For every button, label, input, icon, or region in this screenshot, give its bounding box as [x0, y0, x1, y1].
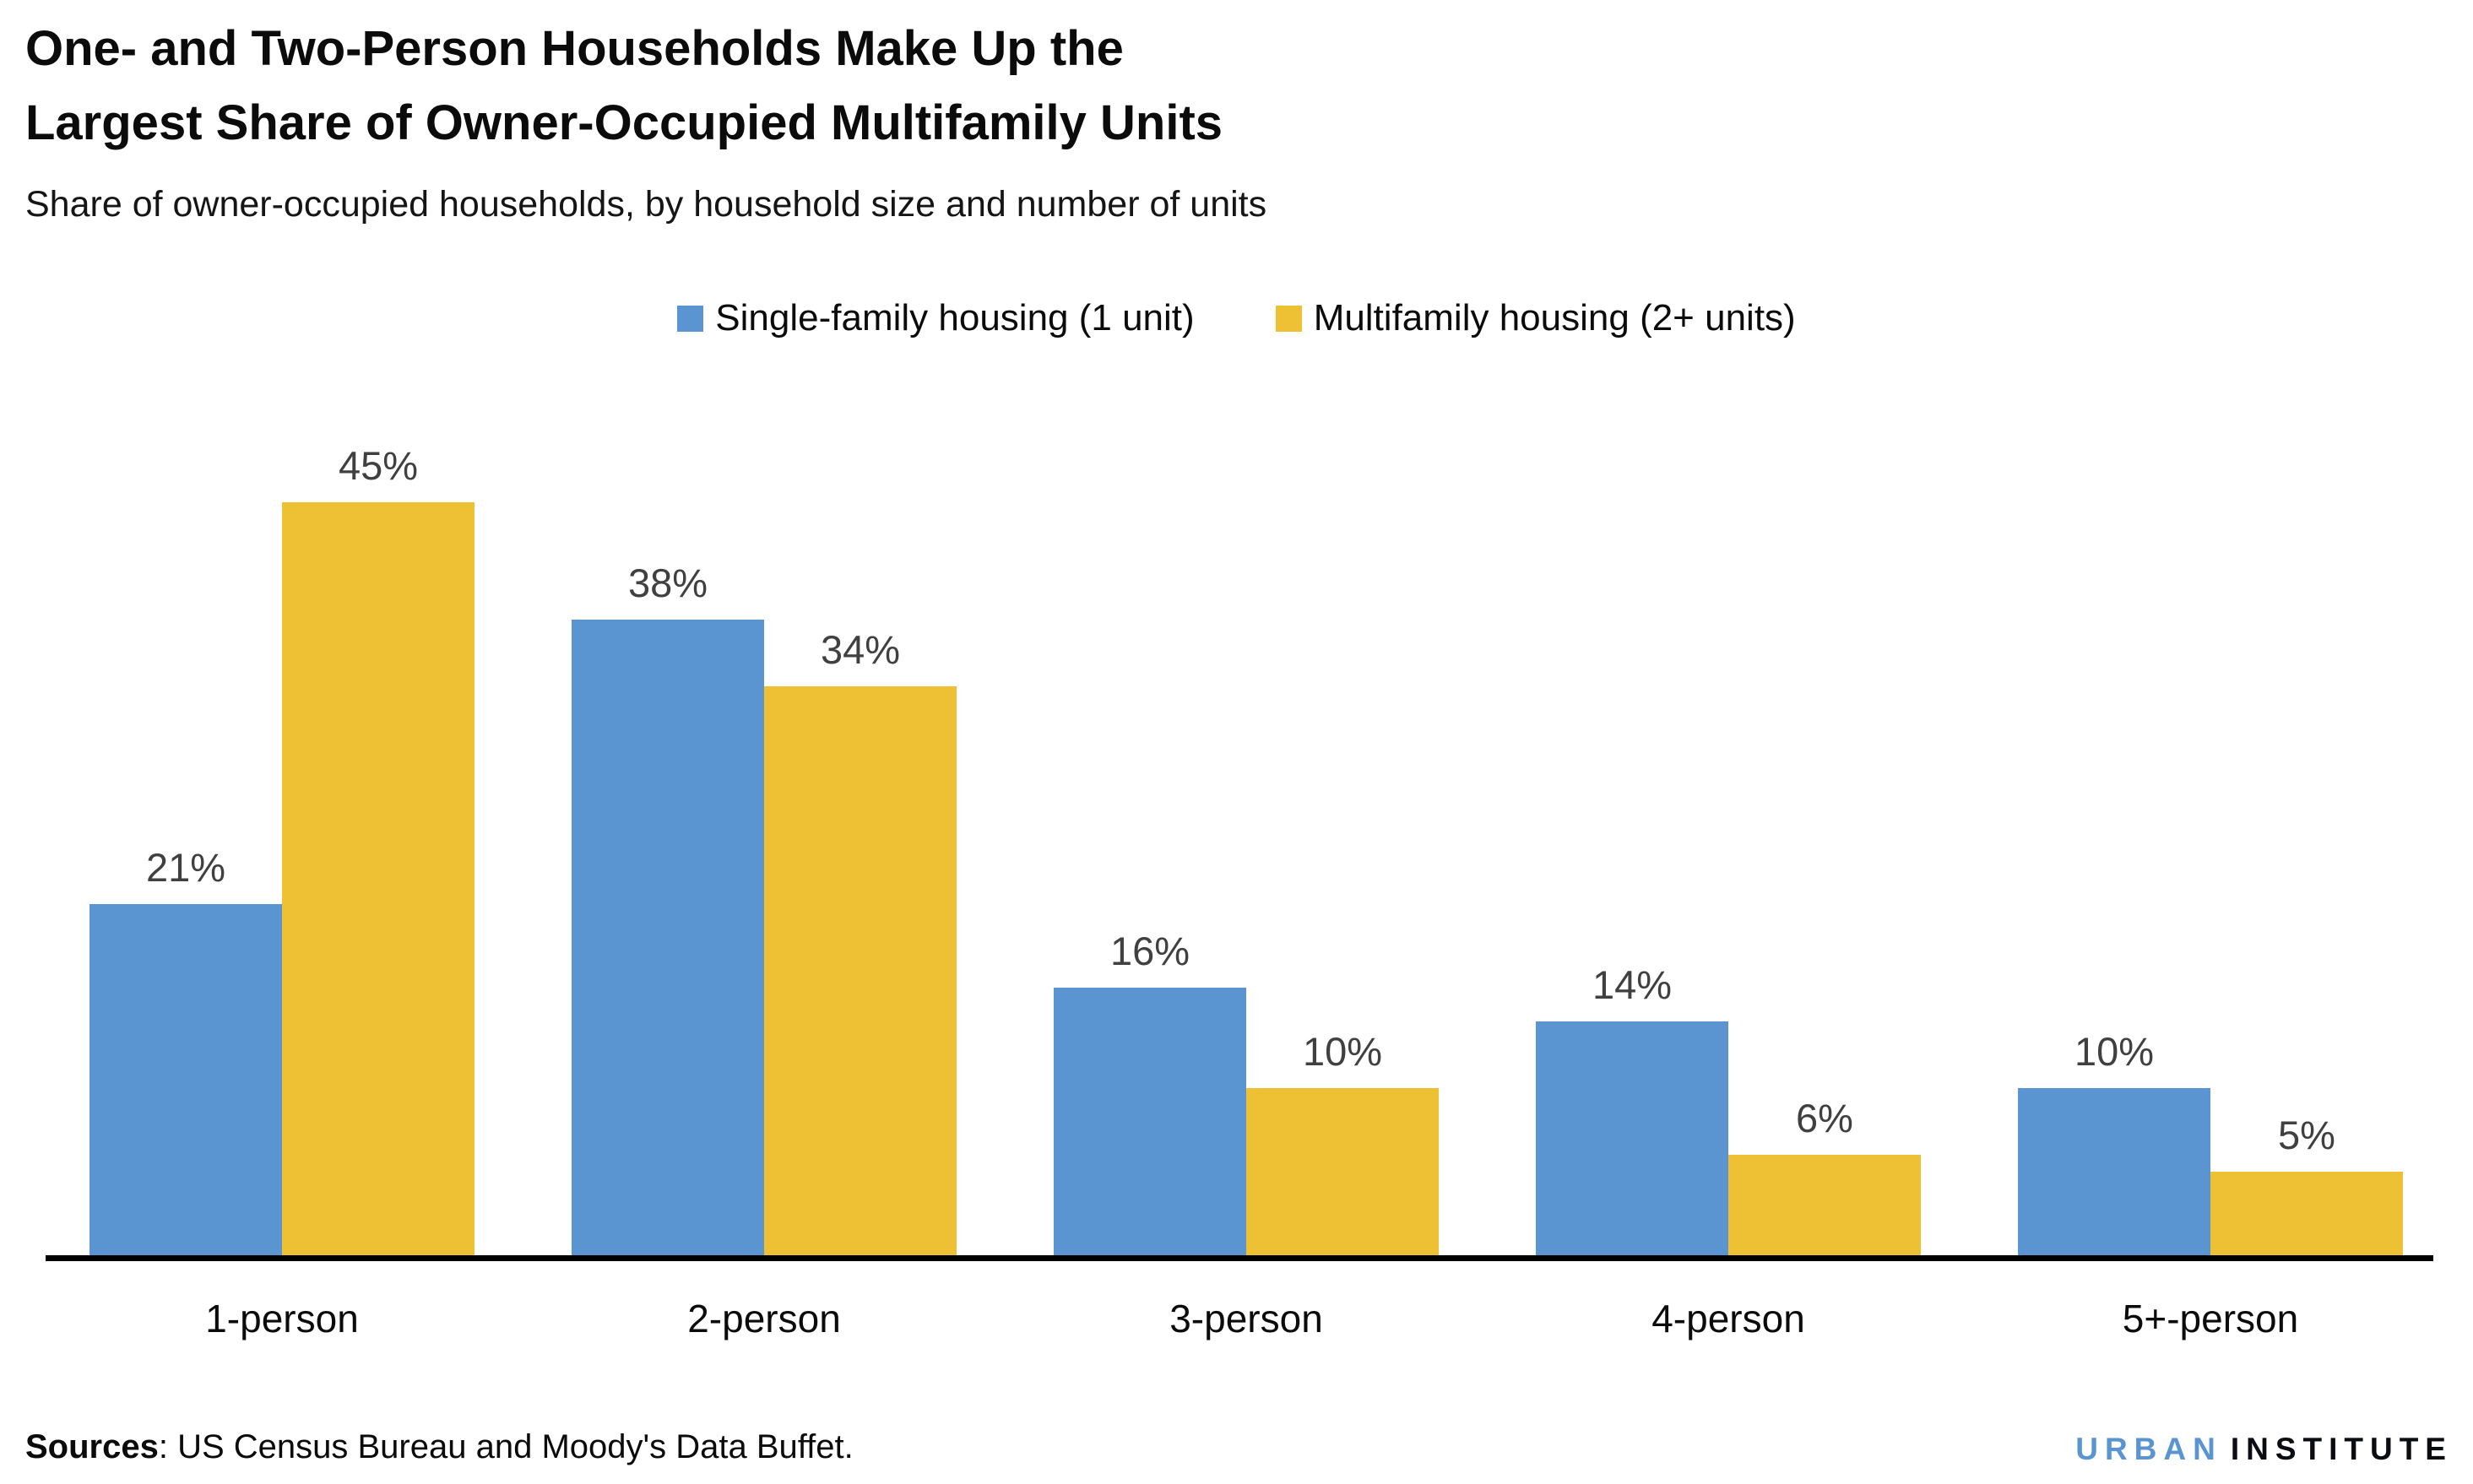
bar [2018, 1087, 2210, 1255]
legend-swatch-yellow-icon [1275, 305, 1302, 332]
bar-slot: 34% [764, 403, 957, 1255]
bar-slot: 10% [1246, 403, 1439, 1255]
bar-value-label: 21% [145, 844, 226, 890]
logo-word-urban: URBAN [2075, 1432, 2222, 1466]
sources-label: Sources [25, 1428, 159, 1465]
urban-institute-logo: URBAN INSTITUTE [2075, 1432, 2453, 1467]
chart-title-line1: One- and Two-Person Households Make Up t… [25, 21, 1124, 76]
chart-title-line2: Largest Share of Owner-Occupied Multifam… [25, 95, 1223, 150]
category-label: 5+-person [2122, 1297, 2299, 1340]
chart-title: One- and Two-Person Households Make Up t… [25, 12, 1223, 160]
category-label: 4-person [1651, 1297, 1805, 1340]
legend-label: Multifamily housing (2+ units) [1313, 297, 1796, 339]
bar [1728, 1155, 1921, 1255]
bar-slot: 45% [282, 403, 475, 1255]
sources-text: : US Census Bureau and Moody's Data Buff… [158, 1428, 854, 1465]
bar-group: 21% 45% [89, 403, 475, 1255]
legend-item-multifamily: Multifamily housing (2+ units) [1275, 297, 1796, 339]
bar-group: 38% 34% [572, 403, 957, 1255]
bar-value-label: 34% [820, 627, 901, 673]
logo-word-institute: INSTITUTE [2230, 1432, 2453, 1466]
bar [1536, 1021, 1728, 1255]
bar-value-label: 38% [627, 560, 708, 605]
chart-subtitle: Share of owner-occupied households, by h… [25, 184, 1267, 225]
plot-area: 21% 45% 38% 34% 16% 10% 14% 6% 10% 5% [89, 403, 2403, 1255]
bar [2210, 1171, 2403, 1255]
bar-value-label: 6% [1796, 1096, 1853, 1141]
bar-value-label: 16% [1109, 928, 1190, 973]
legend-swatch-blue-icon [677, 305, 704, 332]
legend-label: Single-family housing (1 unit) [715, 297, 1195, 339]
x-axis-line [46, 1255, 2433, 1261]
bar-value-label: 14% [1592, 961, 1673, 1007]
category-label: 3-person [1169, 1297, 1323, 1340]
bar-slot: 38% [572, 403, 764, 1255]
category-axis: 1-person 2-person 3-person 4-person 5+-perso… [89, 1296, 2403, 1341]
bar-slot: 10% [2018, 403, 2210, 1255]
bar-slot: 6% [1728, 403, 1921, 1255]
bar-group: 10% 5% [2018, 403, 2403, 1255]
legend: Single-family housing (1 unit) Multifami… [0, 297, 2473, 339]
bar [1054, 987, 1246, 1255]
bar-group: 14% 6% [1536, 403, 1921, 1255]
bar-slot: 16% [1054, 403, 1246, 1255]
bar-group: 16% 10% [1054, 403, 1439, 1255]
bar [89, 903, 282, 1255]
bar [572, 619, 764, 1255]
category-label: 2-person [687, 1297, 841, 1340]
bar-slot: 14% [1536, 403, 1728, 1255]
bar-value-label: 5% [2278, 1112, 2335, 1157]
bar [764, 686, 957, 1255]
legend-item-single-family: Single-family housing (1 unit) [677, 297, 1195, 339]
bar [1246, 1087, 1439, 1255]
bar-slot: 21% [89, 403, 282, 1255]
sources-note: Sources: US Census Bureau and Moody's Da… [25, 1428, 854, 1466]
bar-value-label: 10% [2074, 1028, 2155, 1074]
bar [282, 502, 475, 1255]
bar-value-label: 45% [338, 443, 419, 489]
bar-slot: 5% [2210, 403, 2403, 1255]
bar-value-label: 10% [1302, 1028, 1383, 1074]
category-label: 1-person [205, 1297, 359, 1340]
